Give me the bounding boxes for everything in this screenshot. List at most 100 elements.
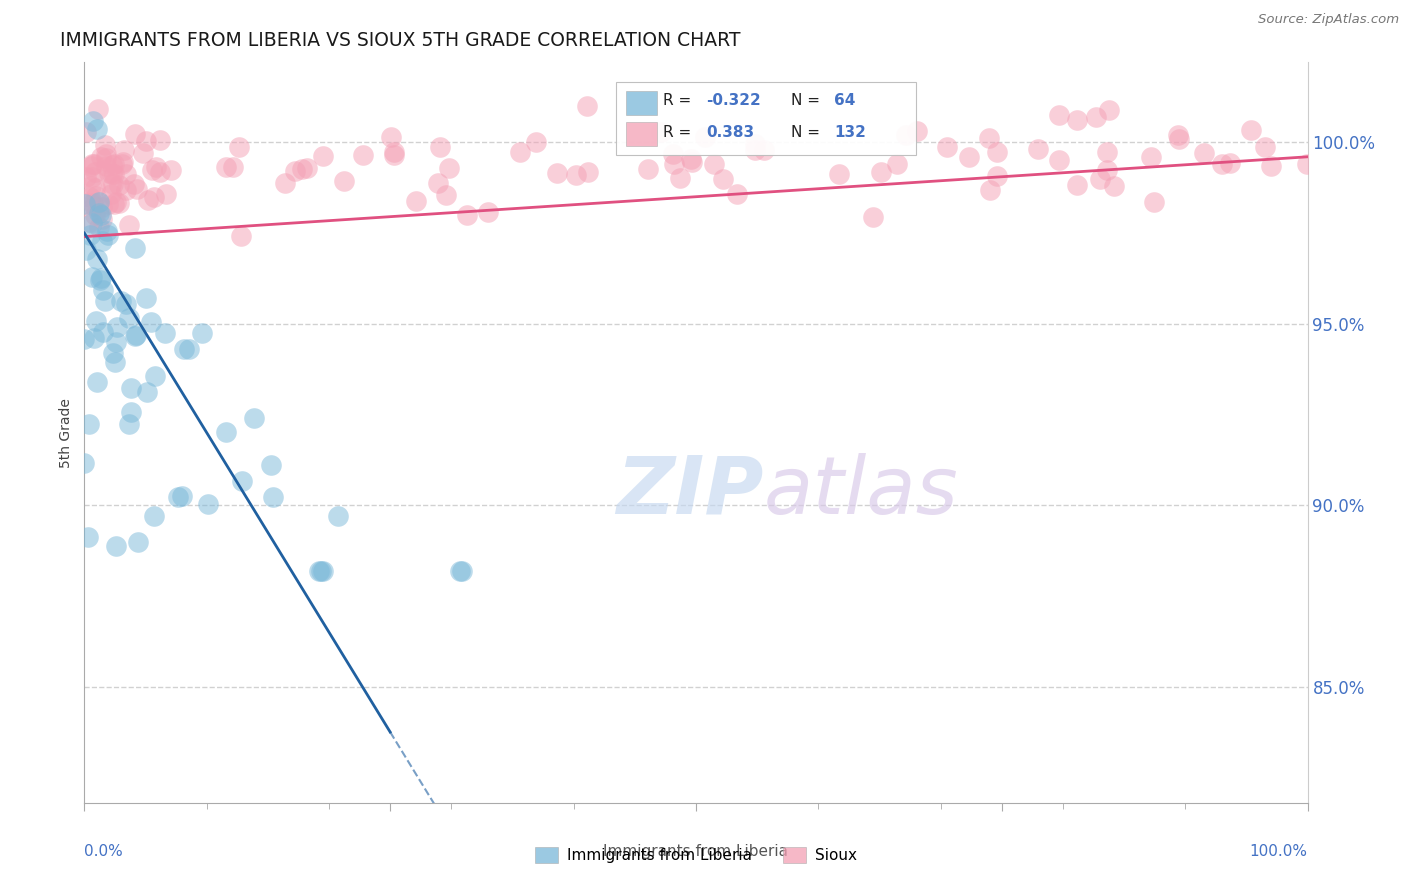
Point xyxy=(546,166,568,180)
Point xyxy=(744,143,766,157)
Point xyxy=(1219,156,1241,170)
Point xyxy=(681,152,703,166)
Text: 0.383: 0.383 xyxy=(706,125,754,140)
Point xyxy=(143,190,166,204)
Point xyxy=(153,326,176,340)
Point xyxy=(429,139,451,153)
Point xyxy=(135,291,157,305)
Text: IMMIGRANTS FROM LIBERIA VS SIOUX 5TH GRADE CORRELATION CHART: IMMIGRANTS FROM LIBERIA VS SIOUX 5TH GRA… xyxy=(60,30,741,50)
Point xyxy=(434,188,457,202)
Point xyxy=(957,150,980,164)
Point xyxy=(94,147,117,161)
Text: atlas: atlas xyxy=(763,453,957,531)
Point xyxy=(86,252,108,266)
Point xyxy=(1295,156,1317,170)
Point xyxy=(828,167,851,181)
Text: N =: N = xyxy=(792,125,825,140)
Point xyxy=(136,193,159,207)
Point xyxy=(82,269,104,284)
Text: 0.0%: 0.0% xyxy=(84,844,124,858)
Point xyxy=(100,187,122,202)
Point xyxy=(405,194,427,208)
Point xyxy=(870,164,893,178)
Point xyxy=(91,234,114,248)
Point xyxy=(103,177,125,191)
Point xyxy=(662,147,685,161)
FancyBboxPatch shape xyxy=(626,121,657,146)
Point xyxy=(681,154,703,169)
Text: R =: R = xyxy=(664,94,696,109)
Point xyxy=(669,170,692,185)
Point xyxy=(197,497,219,511)
Point xyxy=(711,172,734,186)
Point xyxy=(90,271,112,285)
Point xyxy=(90,208,112,222)
Point xyxy=(886,156,908,170)
Point xyxy=(84,314,107,328)
Point xyxy=(124,329,146,343)
Point xyxy=(1097,145,1119,160)
Point xyxy=(222,160,245,174)
Point xyxy=(90,211,112,226)
Point xyxy=(894,128,917,142)
Point xyxy=(725,187,748,202)
Point xyxy=(228,140,250,154)
Point xyxy=(124,127,146,141)
Point xyxy=(862,211,884,225)
Point xyxy=(110,294,132,309)
Point xyxy=(79,228,101,243)
Point xyxy=(456,208,478,222)
Point xyxy=(127,182,149,196)
Point xyxy=(477,205,499,219)
Point xyxy=(82,157,104,171)
Point xyxy=(576,164,599,178)
Point xyxy=(1047,153,1070,168)
Point xyxy=(1211,157,1233,171)
Point xyxy=(86,122,108,136)
Point xyxy=(94,159,117,173)
Text: 64: 64 xyxy=(834,94,856,109)
Point xyxy=(449,564,471,578)
FancyBboxPatch shape xyxy=(626,91,657,115)
Point xyxy=(120,381,142,395)
Point xyxy=(177,342,200,356)
Point xyxy=(90,200,112,214)
Point xyxy=(91,284,114,298)
Point xyxy=(122,177,145,191)
Point xyxy=(145,161,167,175)
Point xyxy=(332,174,354,188)
Point xyxy=(132,146,155,161)
Point xyxy=(98,166,121,180)
Point xyxy=(260,458,283,472)
Point xyxy=(94,293,117,308)
Point xyxy=(309,564,332,578)
Point xyxy=(84,208,107,222)
Point xyxy=(1143,195,1166,210)
Point xyxy=(437,161,460,175)
Point xyxy=(97,196,120,211)
Point xyxy=(103,197,125,211)
Point xyxy=(382,145,405,160)
Point xyxy=(1260,159,1282,173)
Point xyxy=(115,167,138,181)
Text: 100.0%: 100.0% xyxy=(1250,844,1308,858)
Point xyxy=(75,169,97,184)
Point xyxy=(112,143,135,157)
Point xyxy=(143,509,166,524)
Point xyxy=(104,194,127,209)
Point xyxy=(103,346,125,360)
Legend: Immigrants from Liberia, Sioux: Immigrants from Liberia, Sioux xyxy=(529,841,863,869)
Point xyxy=(73,332,96,346)
Point xyxy=(90,150,112,164)
Point xyxy=(155,187,177,202)
Point xyxy=(170,489,193,503)
Point xyxy=(173,342,195,356)
Point xyxy=(311,564,333,578)
Point xyxy=(214,425,236,439)
Point xyxy=(80,179,103,194)
Point xyxy=(83,157,105,171)
Point xyxy=(73,456,96,470)
Point xyxy=(1254,140,1277,154)
Point xyxy=(274,176,297,190)
Text: 132: 132 xyxy=(834,125,866,140)
